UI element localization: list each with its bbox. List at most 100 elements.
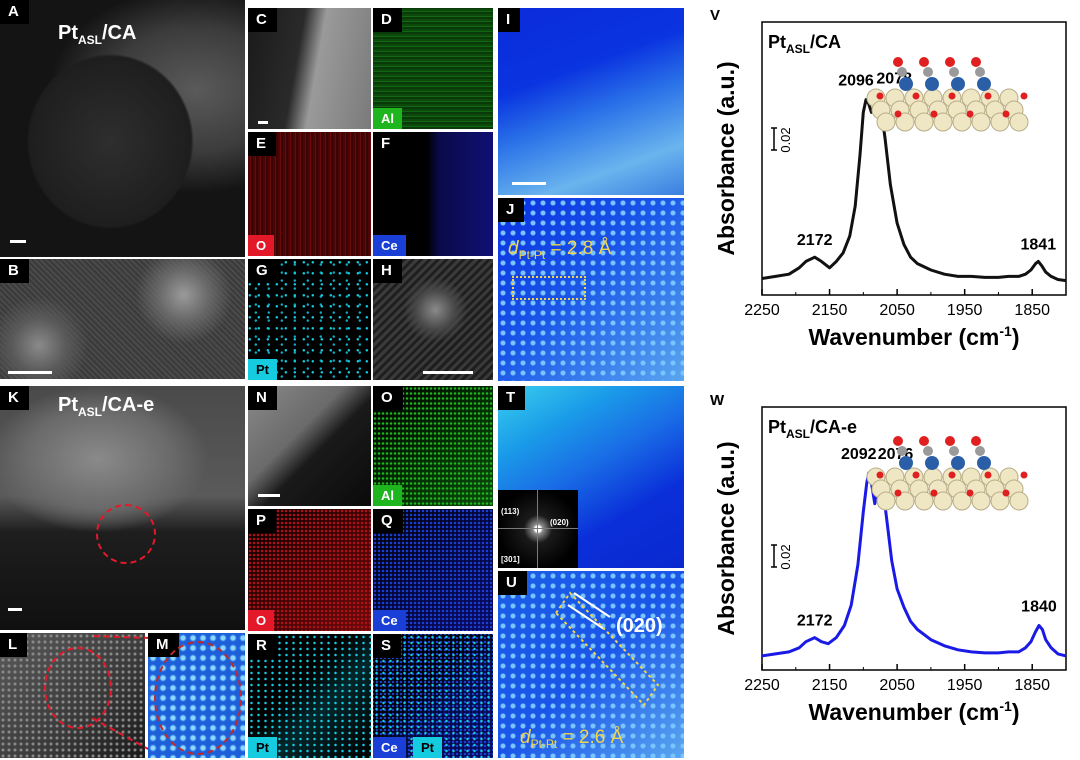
panel-d-al-map: D Al xyxy=(373,8,493,129)
spectrum-line xyxy=(761,95,1067,283)
oxygen-atom xyxy=(1002,489,1010,497)
oxygen-atom xyxy=(893,57,903,67)
panel-h-haadf-image: H xyxy=(373,259,493,380)
highlight-box xyxy=(554,591,660,707)
panel-e-o-map: E O xyxy=(248,132,371,256)
chart-title-suffix: /CA xyxy=(810,32,841,52)
chart-title-main: Pt xyxy=(768,32,786,52)
fft-label-301: [301] xyxy=(501,555,520,564)
y-axis-label: Absorbance (a.u.) xyxy=(713,61,739,255)
highlight-circle xyxy=(154,641,242,755)
panel-o-al-map: O Al xyxy=(373,386,493,506)
oxygen-atom xyxy=(930,110,938,118)
carbon-atom xyxy=(897,446,907,456)
ceria-atom xyxy=(1009,491,1029,511)
carbon-atom xyxy=(949,446,959,456)
x-axis-label: Wavenumber (cm-1) xyxy=(809,323,1020,350)
plane-line xyxy=(567,604,605,630)
fft-label-020: (020) xyxy=(550,518,569,527)
panel-k-title: PtASL/CA-e xyxy=(58,394,155,419)
spectrum-line xyxy=(761,471,1067,658)
ceria-atom xyxy=(971,491,991,511)
panel-label-m: M xyxy=(148,633,179,657)
platinum-atom xyxy=(925,456,939,470)
x-tick-label: 2250 xyxy=(744,677,780,694)
chart-w-ir-spectrum: W PtASL/CA-e 2250 2150 2050 1950 1850 Wavenumbe… xyxy=(710,392,1067,725)
element-label-al: Al xyxy=(373,485,402,506)
ceria-atom xyxy=(876,491,896,511)
panel-label-c: C xyxy=(248,8,277,32)
oxygen-atom xyxy=(876,92,884,100)
peak-label: 1840 xyxy=(1021,598,1057,615)
peak-label: 2172 xyxy=(797,232,833,249)
panel-q-ce-map: Q Ce xyxy=(373,509,493,631)
element-label-ce: Ce xyxy=(373,737,406,758)
oxygen-atom xyxy=(930,489,938,497)
panel-label-v: V xyxy=(710,7,720,24)
oxygen-atom xyxy=(1002,110,1010,118)
peak-label: 1841 xyxy=(1021,236,1057,253)
peak-label: 2172 xyxy=(797,613,833,630)
highlight-circle xyxy=(44,647,112,729)
peak-label: 2092 xyxy=(841,446,877,463)
ceria-atom xyxy=(895,112,915,132)
oxygen-atom xyxy=(876,471,884,479)
oxygen-atom xyxy=(894,110,902,118)
ceria-atom xyxy=(971,112,991,132)
ceria-atom xyxy=(952,491,972,511)
element-label-ce: Ce xyxy=(373,235,406,256)
carbon-atom xyxy=(975,446,985,456)
panel-j-hrtem-zoom: J dPt-Pt = 2.8 Å xyxy=(498,198,684,381)
d-spacing-label: dPt-Pt = 2.6 Å xyxy=(520,727,624,751)
x-axis-label-exp: -1 xyxy=(999,323,1012,339)
panel-label-i: I xyxy=(498,8,521,32)
x-tick-label: 1850 xyxy=(1014,302,1050,319)
oxygen-atom xyxy=(912,471,920,479)
element-label-o: O xyxy=(248,235,275,256)
ceria-atom xyxy=(914,491,934,511)
panel-a-title: PtASL/CA xyxy=(58,22,137,47)
carbon-atom xyxy=(923,67,933,77)
chart-title: PtASL/CA-e xyxy=(768,417,857,441)
zoom-line xyxy=(91,717,150,751)
scale-bar xyxy=(8,371,52,374)
carbon-atom xyxy=(975,67,985,77)
panel-n-haadf-image: N xyxy=(248,386,371,506)
x-tick-label: 1950 xyxy=(947,302,983,319)
chart-title-main: Pt xyxy=(768,417,786,437)
panel-m-colored-zoom: M xyxy=(148,633,245,758)
x-axis-label-main: Wavenumber (cm xyxy=(809,324,1000,350)
scale-bar xyxy=(258,494,280,497)
plot-frame xyxy=(761,21,1067,296)
x-axis-label-close: ) xyxy=(1012,324,1020,350)
panel-label-s: S xyxy=(373,634,402,658)
panel-label-g: G xyxy=(248,259,278,283)
panel-p-o-map: P O xyxy=(248,509,371,631)
panel-label-a: A xyxy=(0,0,29,24)
ceria-atom xyxy=(952,112,972,132)
panel-u-hrtem-zoom: U (020) dPt-Pt = 2.6 Å xyxy=(498,571,684,758)
x-axis-label-close: ) xyxy=(1012,699,1020,725)
ceria-atom xyxy=(990,112,1010,132)
x-tick-label: 2250 xyxy=(744,302,780,319)
panel-label-o: O xyxy=(373,386,403,410)
panel-i-hrtem-image: I xyxy=(498,8,684,195)
panel-f-ce-map: F Ce xyxy=(373,132,493,256)
platinum-atom xyxy=(951,456,965,470)
panel-label-n: N xyxy=(248,386,277,410)
oxygen-atom xyxy=(971,57,981,67)
platinum-atom xyxy=(977,77,991,91)
scale-bar xyxy=(423,371,473,374)
platinum-atom xyxy=(951,77,965,91)
panel-r-pt-map: R Pt xyxy=(248,634,371,758)
ceria-atom xyxy=(895,491,915,511)
element-label-o: O xyxy=(248,610,275,631)
fft-cross xyxy=(498,528,578,529)
highlight-box xyxy=(512,276,586,300)
y-axis-label: Absorbance (a.u.) xyxy=(713,441,739,635)
panel-b-haadf-image: B xyxy=(0,259,245,379)
panel-label-j: J xyxy=(498,198,525,222)
d-spacing-label: dPt-Pt = 2.8 Å xyxy=(508,238,612,262)
oxygen-atom xyxy=(984,92,992,100)
x-tick-label: 2050 xyxy=(879,677,915,694)
